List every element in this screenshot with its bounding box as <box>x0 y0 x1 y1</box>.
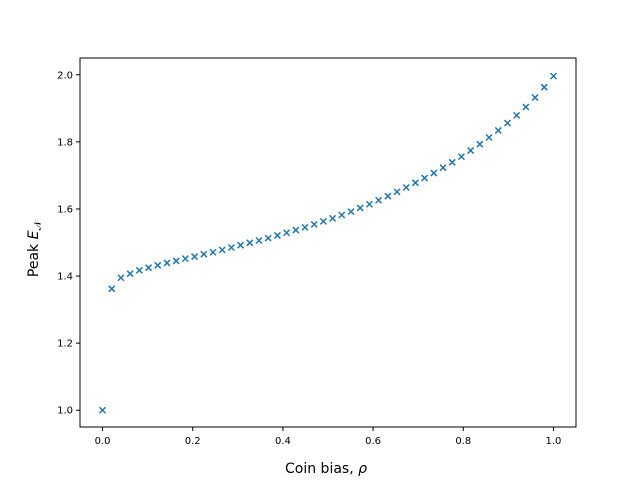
data-point <box>246 239 254 247</box>
data-point <box>135 266 143 274</box>
data-point <box>494 126 502 134</box>
y-tick-label: 1.0 <box>57 406 73 417</box>
data-point <box>338 211 346 219</box>
data-point <box>200 250 208 258</box>
data-point <box>356 204 364 212</box>
data-point <box>329 214 337 222</box>
data-point <box>402 183 410 192</box>
data-point <box>375 196 383 204</box>
data-point <box>384 192 392 200</box>
y-tick-label: 1.2 <box>57 339 73 350</box>
y-axis-label-text: Peak <box>26 239 42 277</box>
x-tick-label: 0.6 <box>365 436 381 447</box>
data-point <box>393 188 401 196</box>
y-tick-label: 2.0 <box>57 70 73 81</box>
data-point <box>154 261 162 269</box>
data-point <box>255 236 263 245</box>
x-axis-label-symbol: ρ <box>358 461 367 477</box>
data-point <box>540 83 548 91</box>
data-point <box>430 169 438 177</box>
data-point <box>347 208 355 216</box>
x-tick-label: 1.0 <box>546 436 562 447</box>
data-point <box>549 72 557 80</box>
y-tick-label: 1.6 <box>57 204 73 215</box>
data-point <box>273 231 281 239</box>
data-point <box>237 241 245 249</box>
data-point <box>421 174 429 182</box>
data-point <box>319 217 327 225</box>
data-point <box>181 255 189 263</box>
axes-frame <box>79 57 577 428</box>
data-point <box>301 223 309 231</box>
data-point <box>448 158 456 166</box>
data-point <box>172 257 180 265</box>
y-axis-label: Peak E𝒩 <box>26 220 44 278</box>
data-point <box>99 406 107 414</box>
data-point <box>503 119 511 127</box>
data-point <box>145 264 153 272</box>
data-point <box>310 220 318 228</box>
data-point <box>485 133 493 142</box>
data-point <box>292 226 300 234</box>
plot-area <box>99 72 557 414</box>
data-point <box>365 200 373 208</box>
data-point <box>411 179 419 187</box>
data-point <box>227 244 235 252</box>
y-axis-label-symbol: E <box>26 230 42 239</box>
data-point <box>108 285 116 293</box>
x-axis-label: Coin bias, ρ <box>285 461 367 477</box>
data-point <box>467 147 475 155</box>
y-tick-label: 1.8 <box>57 137 73 148</box>
data-point <box>439 164 447 172</box>
x-axis-ticks: 0.0 0.2 0.4 0.6 0.8 1.0 <box>95 427 562 447</box>
data-point <box>264 234 272 242</box>
data-point <box>522 103 530 111</box>
data-point <box>163 259 171 267</box>
x-tick-label: 0.8 <box>455 436 471 447</box>
x-tick-label: 0.4 <box>275 436 291 447</box>
data-point <box>513 111 521 119</box>
data-point <box>283 229 291 237</box>
data-point <box>457 153 465 161</box>
data-point <box>191 253 199 261</box>
x-tick-label: 0.0 <box>95 436 111 447</box>
y-axis-ticks: 1.0 1.2 1.4 1.6 1.8 2.0 <box>57 70 80 417</box>
x-tick-label: 0.2 <box>185 436 201 447</box>
data-point <box>476 140 484 148</box>
data-point <box>117 274 125 282</box>
data-point <box>531 94 539 102</box>
x-axis-label-text: Coin bias, <box>285 461 358 477</box>
y-axis-label-subscript: 𝒩 <box>33 220 44 231</box>
data-point <box>209 248 217 256</box>
data-point <box>126 270 134 278</box>
data-point <box>218 246 226 254</box>
y-tick-label: 1.4 <box>57 272 73 283</box>
